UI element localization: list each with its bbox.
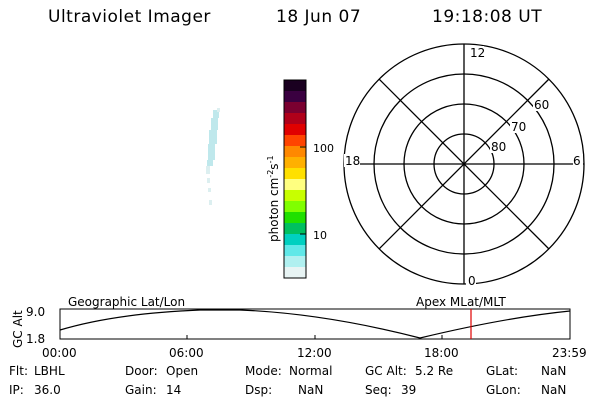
colorbar-tick-100: 100 — [313, 142, 334, 155]
colorbar-cell — [284, 190, 306, 202]
mlt-label-12: 12 — [470, 46, 485, 60]
door-label: Door: — [125, 364, 158, 378]
colorbar-cell — [284, 201, 306, 213]
mode-value: Normal — [289, 364, 333, 378]
image-pixel — [208, 144, 215, 160]
colorbar-frame — [283, 79, 307, 279]
colorbar-cell — [284, 91, 306, 103]
instrument-title: Ultraviolet Imager — [48, 7, 211, 27]
ip-value: 36.0 — [34, 383, 61, 397]
image-pixel — [207, 160, 213, 166]
colorbar-cell — [284, 80, 306, 92]
orbit-x-tick: 06:00 — [169, 346, 204, 360]
image-pixel — [211, 118, 218, 130]
mode-label: Mode: — [245, 364, 282, 378]
colorbar-unit-label: photon cm-2s-1 — [266, 155, 281, 242]
colorbar-cell — [284, 124, 306, 136]
mlat-label-70: 70 — [511, 120, 526, 134]
uv-image-panel — [206, 108, 220, 205]
gc-alt-value: 5.2 Re — [415, 364, 454, 378]
seq-label: Seq: — [365, 383, 392, 397]
orbit-y-top: 9.0 — [26, 305, 45, 319]
mlt-label-0: 0 — [468, 274, 476, 288]
dsp-value: NaN — [298, 383, 324, 397]
observation-date: 18 Jun 07 — [276, 7, 362, 27]
colorbar: photon cm-2s-1 — [266, 79, 307, 279]
colorbar-cell — [284, 157, 306, 169]
glat-value: NaN — [541, 364, 567, 378]
colorbar-cell — [284, 102, 306, 114]
door-value: Open — [166, 364, 199, 378]
orbit-x-tick: 12:00 — [297, 346, 332, 360]
mlt-label-18: 18 — [345, 154, 360, 168]
colorbar-cell — [284, 168, 306, 180]
orbit-x-tick: 18:00 — [424, 346, 459, 360]
polar-meridian-diagonal — [378, 78, 550, 250]
flt-value: LBHL — [34, 364, 65, 378]
gain-label: Gain: — [125, 383, 157, 397]
image-pixel — [217, 108, 220, 112]
orbit-right-title: Apex MLat/MLT — [416, 295, 506, 309]
ip-label: IP: — [9, 383, 24, 397]
mlat-label-60: 60 — [534, 98, 549, 112]
orbit-altitude-curve — [59, 309, 571, 339]
image-pixel — [209, 130, 217, 144]
flt-label: Flt: — [9, 364, 28, 378]
image-pixel — [209, 200, 212, 205]
orbit-y-bottom: 1.8 — [26, 332, 45, 346]
polar-grid: 12 0 18 6 60 70 80 — [343, 43, 585, 288]
colorbar-cell — [284, 256, 306, 268]
seq-value: 39 — [401, 383, 417, 397]
gc-alt-label: GC Alt: — [365, 364, 407, 378]
image-pixel — [206, 166, 210, 174]
colorbar-cell — [284, 135, 306, 147]
colorbar-cell — [284, 234, 306, 246]
colorbar-cell — [284, 146, 306, 158]
orbit-plot: GC Alt 9.0 1.8 — [11, 305, 571, 348]
colorbar-cell — [284, 245, 306, 257]
colorbar-cell — [284, 267, 306, 279]
image-pixel — [208, 188, 211, 192]
orbit-frame — [59, 308, 571, 340]
image-pixel — [213, 110, 219, 118]
colorbar-cell — [284, 212, 306, 224]
colorbar-cell — [284, 113, 306, 125]
colorbar-tick-10: 10 — [313, 229, 327, 242]
orbit-x-tick: 00:00 — [42, 346, 77, 360]
observation-time: 19:18:08 UT — [432, 7, 543, 27]
colorbar-cell — [284, 179, 306, 191]
glat-label: GLat: — [486, 364, 519, 378]
gain-value: 14 — [166, 383, 182, 397]
glon-value: NaN — [541, 383, 567, 397]
dsp-label: Dsp: — [245, 383, 273, 397]
orbit-x-tick: 23:59 — [552, 346, 587, 360]
orbit-axis-label: GC Alt — [11, 310, 25, 348]
mlt-label-6: 6 — [573, 154, 581, 168]
mlat-label-80: 80 — [491, 140, 506, 154]
orbit-left-title: Geographic Lat/Lon — [68, 295, 186, 309]
colorbar-cell — [284, 223, 306, 235]
image-pixel — [207, 178, 210, 183]
glon-label: GLon: — [486, 383, 521, 397]
